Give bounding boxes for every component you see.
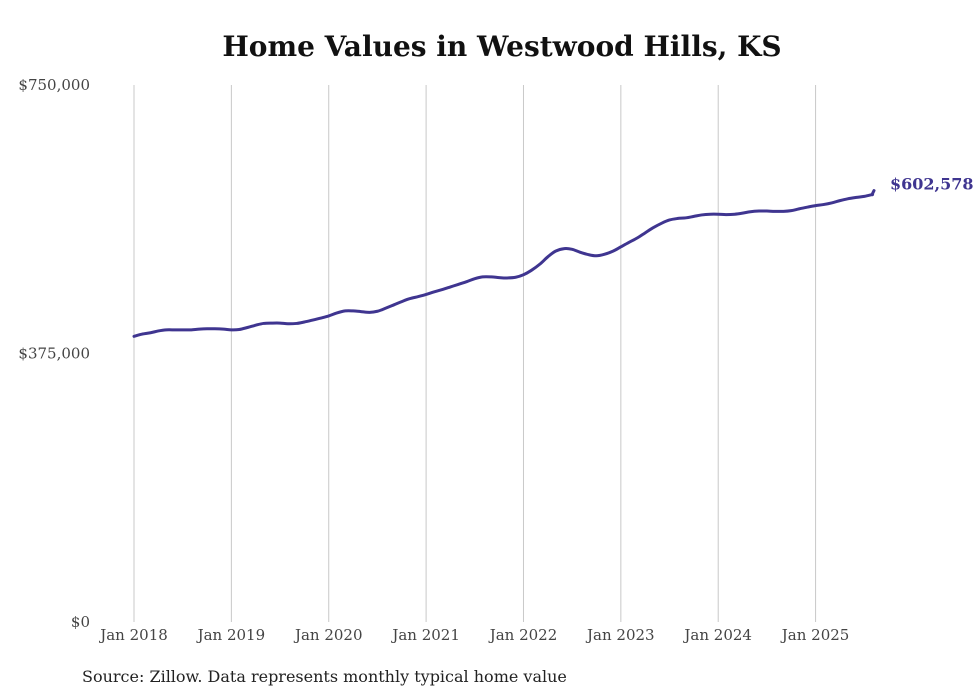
y-tick-label: $375,000 <box>18 345 90 363</box>
x-tick-label: Jan 2019 <box>196 626 266 644</box>
x-tick-label: Jan 2021 <box>390 626 460 644</box>
x-tick-label: Jan 2025 <box>780 626 850 644</box>
y-tick-label: $750,000 <box>18 76 90 94</box>
end-value-label: $602,578 <box>890 175 974 194</box>
source-note: Source: Zillow. Data represents monthly … <box>82 667 567 686</box>
chart-title: Home Values in Westwood Hills, KS <box>222 30 782 63</box>
x-tick-label: Jan 2018 <box>98 626 168 644</box>
y-tick-label: $0 <box>71 613 90 631</box>
x-tick-label: Jan 2024 <box>682 626 752 644</box>
x-axis-ticks: Jan 2018 Jan 2019 Jan 2020 Jan 2021 Jan 2022… <box>98 626 849 644</box>
x-tick-label: Jan 2020 <box>293 626 363 644</box>
gridlines <box>133 85 817 622</box>
series-line-home-value <box>132 189 876 338</box>
x-tick-label: Jan 2022 <box>488 626 558 644</box>
x-tick-label: Jan 2023 <box>585 626 655 644</box>
y-axis-ticks: $0 $375,000 $750,000 <box>18 76 90 631</box>
